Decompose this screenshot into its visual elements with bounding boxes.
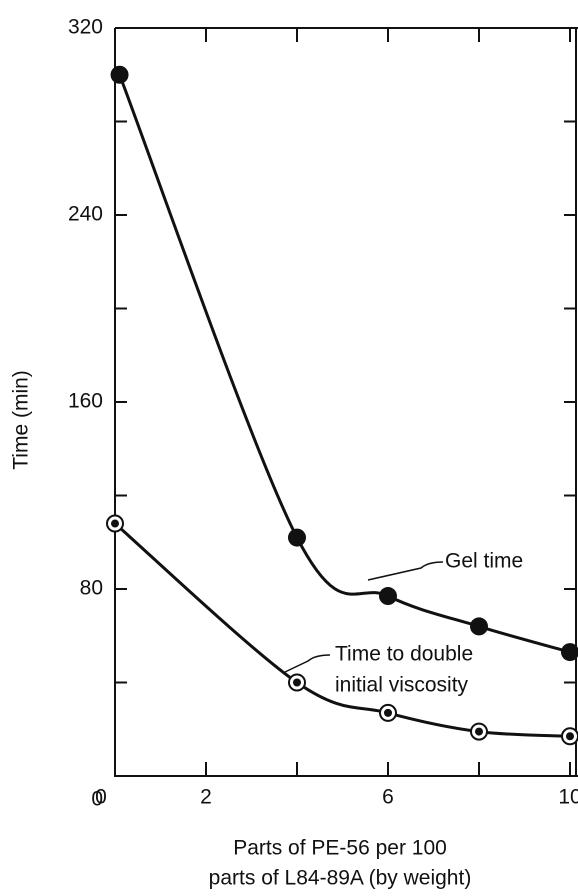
x-axis-label: Parts of PE-56 per 100 bbox=[233, 837, 447, 860]
x-tick-label: 10 bbox=[558, 786, 578, 809]
data-point bbox=[561, 643, 578, 662]
annotation-leader bbox=[284, 654, 331, 673]
data-point-center bbox=[384, 708, 392, 717]
x-axis-label: parts of L84-89A (by weight) bbox=[209, 867, 472, 890]
y-tick-label: 0 bbox=[91, 788, 103, 811]
y-axis-label: Time (min) bbox=[10, 370, 33, 470]
data-point bbox=[470, 617, 488, 636]
y-tick-label: 80 bbox=[80, 577, 103, 600]
data-point bbox=[288, 528, 306, 547]
y-tick-label: 320 bbox=[68, 16, 103, 39]
data-point-center bbox=[475, 727, 483, 736]
data-point bbox=[379, 587, 397, 606]
x-tick-label: 6 bbox=[382, 786, 394, 809]
annotation: Time to double bbox=[335, 643, 473, 666]
annotation: Gel time bbox=[445, 550, 523, 573]
data-point bbox=[110, 65, 129, 84]
y-tick-label: 240 bbox=[68, 203, 103, 226]
series-line bbox=[114, 522, 571, 738]
data-point-center bbox=[566, 732, 574, 741]
annotation: initial viscosity bbox=[335, 674, 469, 697]
x-tick-label: 2 bbox=[200, 786, 212, 809]
data-point-center bbox=[111, 519, 119, 528]
data-point-center bbox=[293, 678, 301, 687]
annotation-leader bbox=[367, 561, 444, 581]
y-tick-label: 160 bbox=[68, 390, 103, 413]
x-tick-label: 0 bbox=[95, 786, 107, 809]
